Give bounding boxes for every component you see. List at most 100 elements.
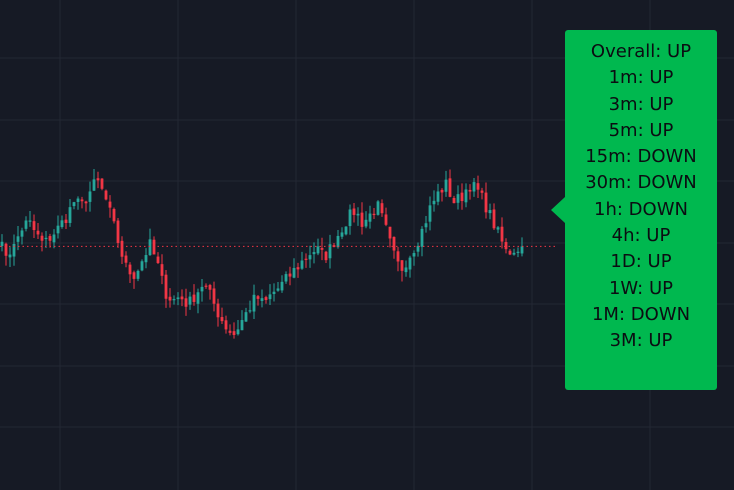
candle-bullish <box>488 210 492 214</box>
candle-bearish <box>448 178 452 197</box>
candle-bullish <box>196 292 200 304</box>
candle-bearish <box>264 297 268 301</box>
candle-bearish <box>400 260 404 271</box>
candle-bullish <box>316 246 320 254</box>
candle-bearish <box>500 226 504 242</box>
candle-bearish <box>508 250 512 255</box>
candle-bearish <box>296 267 300 270</box>
candle-bearish <box>216 303 220 318</box>
candle-bullish <box>136 270 140 279</box>
candle-bullish <box>68 207 72 223</box>
candle-bearish <box>108 201 112 208</box>
candle-bullish <box>0 241 4 246</box>
candle-bearish <box>232 331 236 335</box>
candle-bullish <box>356 213 360 216</box>
candle-bullish <box>364 219 368 227</box>
candle-bearish <box>80 199 84 202</box>
candle-bearish <box>180 296 184 300</box>
candle-bullish <box>444 179 448 192</box>
candle-bearish <box>352 208 356 215</box>
candle-bullish <box>176 297 180 300</box>
candle-bearish <box>304 258 308 260</box>
candle-bearish <box>320 247 324 250</box>
candle-bullish <box>8 254 12 258</box>
candle-bearish <box>220 317 224 322</box>
candle-bearish <box>32 221 36 231</box>
candle-bearish <box>360 212 364 227</box>
candle-bullish <box>376 201 380 215</box>
candle-bullish <box>272 291 276 295</box>
candle-bearish <box>396 251 400 262</box>
candle-bearish <box>112 208 116 222</box>
candle-bullish <box>472 182 476 192</box>
candle-bullish <box>368 213 372 222</box>
candle-bearish <box>440 189 444 193</box>
candle-bearish <box>212 288 216 304</box>
candle-bullish <box>148 239 152 256</box>
candle-bullish <box>28 220 32 222</box>
candle-bearish <box>256 296 260 299</box>
candle-bearish <box>100 178 104 189</box>
candle-bearish <box>164 274 168 299</box>
candle-bullish <box>72 202 76 207</box>
candle-bearish <box>484 192 488 213</box>
candle-bearish <box>228 330 232 333</box>
candle-bullish <box>268 294 272 300</box>
candle-bullish <box>348 209 352 227</box>
candle-bearish <box>468 189 472 192</box>
candle-bullish <box>428 205 432 222</box>
candle-bullish <box>292 268 296 278</box>
candle-bullish <box>172 299 176 301</box>
candle-bearish <box>504 242 508 250</box>
candle-bearish <box>64 219 68 223</box>
candle-bullish <box>496 227 500 230</box>
candle-bearish <box>384 214 388 225</box>
candle-bearish <box>168 296 172 301</box>
candle-bullish <box>416 245 420 252</box>
trend-30m: 30m: DOWN <box>585 172 697 194</box>
candle-bullish <box>404 267 408 273</box>
candle-bearish <box>192 294 196 302</box>
trend-1h: 1h: DOWN <box>594 198 688 220</box>
candle-bearish <box>492 209 496 229</box>
candle-bearish <box>128 264 132 275</box>
candle-bullish <box>252 294 256 312</box>
candle-bearish <box>40 235 44 241</box>
trend-overall: Overall: UP <box>590 41 692 62</box>
candle-bearish <box>36 230 40 235</box>
candle-bullish <box>60 220 64 228</box>
candle-bullish <box>144 255 148 263</box>
candle-bearish <box>116 220 120 243</box>
candle-bearish <box>460 192 464 202</box>
candle-bearish <box>132 272 136 279</box>
candle-bullish <box>312 252 316 255</box>
candle-bullish <box>56 225 60 234</box>
candle-bullish <box>92 179 96 191</box>
candle-bearish <box>4 243 8 256</box>
candle-bearish <box>204 285 208 287</box>
candle-bearish <box>288 273 292 277</box>
candle-bullish <box>240 320 244 331</box>
candle-bullish <box>244 312 248 322</box>
candle-bullish <box>328 244 332 259</box>
candle-bullish <box>412 253 416 257</box>
candle-bearish <box>96 178 100 181</box>
trend-1mo: 1M: DOWN <box>591 303 691 325</box>
candle-bearish <box>476 183 480 190</box>
candle-bearish <box>160 264 164 276</box>
candle-bearish <box>156 256 160 264</box>
candle-bearish <box>124 255 128 263</box>
candle-bullish <box>236 329 240 335</box>
candle-bullish <box>284 274 288 282</box>
candle-bullish <box>44 237 48 240</box>
candle-bearish <box>224 320 228 330</box>
candle-bullish <box>140 261 144 271</box>
candle-bullish <box>88 191 92 202</box>
trend-1d: 1D: UP <box>610 251 672 273</box>
candle-bullish <box>200 286 204 292</box>
candle-bullish <box>520 246 524 254</box>
candle-bearish <box>392 236 396 251</box>
candle-bullish <box>424 223 428 228</box>
candle-bullish <box>188 296 192 305</box>
candle-bullish <box>464 189 468 203</box>
